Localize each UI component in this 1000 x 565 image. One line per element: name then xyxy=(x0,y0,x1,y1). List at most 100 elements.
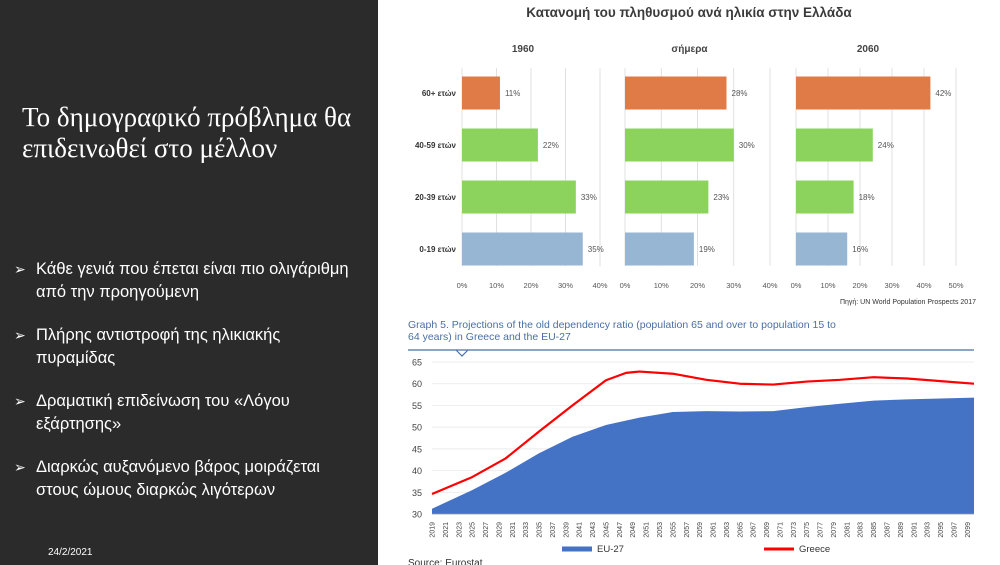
charts-svg: Κατανομή του πληθυσμού ανά ηλικία στην Ε… xyxy=(408,5,976,565)
legend-label-greece: Greece xyxy=(799,544,830,555)
y-tick-label: 35 xyxy=(412,488,422,498)
x-tick-label: 2097 xyxy=(951,522,958,538)
chart-title: Κατανομή του πληθυσμού ανά ηλικία στην Ε… xyxy=(526,5,852,20)
x-tick-label: 2067 xyxy=(751,522,758,538)
bullet-list: ➢ Κάθε γενιά που έπεται είναι πιο ολιγάρι… xyxy=(14,258,364,522)
x-tick-label: 2089 xyxy=(898,522,905,538)
data-label: 24% xyxy=(878,141,894,150)
y-tick-label: 65 xyxy=(412,358,422,368)
bullet-item: ➢ Πλήρης αντιστροφή της ηλικιακής πυραμίδ… xyxy=(14,324,364,370)
x-tick-label: 2019 xyxy=(430,522,437,538)
x-tick-label: 2043 xyxy=(590,522,597,538)
y-tick-label: 55 xyxy=(412,401,422,411)
panel-title: 1960 xyxy=(512,44,535,55)
bar xyxy=(796,128,873,162)
data-label: 30% xyxy=(739,141,755,150)
bar xyxy=(796,180,854,214)
source-note: Πηγή: UN World Population Prospects 2017 xyxy=(840,299,976,306)
arrow-right-icon: ➢ xyxy=(14,393,26,409)
title-rule-notch xyxy=(455,349,469,357)
x-tick-label: 2045 xyxy=(603,522,610,538)
y-tick-label: 45 xyxy=(412,444,422,454)
series-area-eu27 xyxy=(432,397,974,514)
chart-title-continued: 64 years) in Greece and the EU-27 xyxy=(408,331,571,343)
x-tick-label: 2057 xyxy=(684,522,691,538)
data-label: 19% xyxy=(699,245,715,254)
x-tick-label: 20% xyxy=(523,281,538,290)
x-tick-label: 2063 xyxy=(724,522,731,538)
x-tick-label: 2059 xyxy=(697,522,704,538)
x-tick-label: 2099 xyxy=(965,522,972,538)
x-tick-label: 2087 xyxy=(885,522,892,538)
bar xyxy=(625,232,694,266)
arrow-right-icon: ➢ xyxy=(14,459,26,475)
bullet-item: ➢ Διαρκώς αυξανόμενο βάρος μοιράζεται στο… xyxy=(14,456,364,502)
age-distribution-chart: Κατανομή του πληθυσμού ανά ηλικία στην Ε… xyxy=(415,5,976,306)
bar xyxy=(796,232,848,266)
x-tick-label: 10% xyxy=(820,281,835,290)
x-tick-label: 50% xyxy=(948,281,963,290)
x-tick-label: 2071 xyxy=(777,522,784,538)
x-tick-label: 2029 xyxy=(496,522,503,538)
arrow-right-icon: ➢ xyxy=(14,261,26,277)
x-tick-label: 2025 xyxy=(470,522,477,538)
chart-image-panel: Κατανομή του πληθυσμού ανά ηλικία στην Ε… xyxy=(378,0,1000,565)
slide-title: Το δημογραφικό πρόβλημα θα επιδεινωθεί σ… xyxy=(22,102,352,163)
data-label: 28% xyxy=(732,89,748,98)
x-tick-label: 2085 xyxy=(871,522,878,538)
x-tick-label: 20% xyxy=(690,281,705,290)
x-tick-label: 2047 xyxy=(617,522,624,538)
x-tick-label: 2031 xyxy=(510,522,517,538)
x-tick-label: 2027 xyxy=(483,522,490,538)
arrow-right-icon: ➢ xyxy=(14,327,26,343)
bar xyxy=(462,180,576,214)
bar xyxy=(625,128,734,162)
bar xyxy=(462,128,538,162)
x-tick-label: 2055 xyxy=(670,522,677,538)
x-tick-label: 2035 xyxy=(537,522,544,538)
category-label: 20-39 ετών xyxy=(415,193,457,202)
data-label: 33% xyxy=(581,193,597,202)
data-label: 11% xyxy=(505,89,520,98)
bar xyxy=(625,180,709,214)
x-tick-label: 2037 xyxy=(550,522,557,538)
x-tick-label: 2075 xyxy=(804,522,811,538)
data-label: 22% xyxy=(543,141,559,150)
data-label: 23% xyxy=(713,193,729,202)
bullet-item: ➢ Δραματική επιδείνωση του «Λόγου εξάρτησ… xyxy=(14,390,364,436)
x-tick-label: 2051 xyxy=(644,522,651,538)
bar xyxy=(625,76,727,110)
y-tick-label: 60 xyxy=(412,379,422,389)
bar xyxy=(462,76,500,110)
x-tick-label: 0% xyxy=(620,281,631,290)
y-tick-label: 50 xyxy=(412,423,422,433)
chart-title: Graph 5. Projections of the old dependen… xyxy=(408,319,836,331)
category-label: 40-59 ετών xyxy=(415,141,457,150)
bar xyxy=(462,232,583,266)
x-tick-label: 2041 xyxy=(577,522,584,538)
category-label: 0-19 ετών xyxy=(419,245,456,254)
x-tick-label: 0% xyxy=(457,281,468,290)
panel-title: 2060 xyxy=(857,44,880,55)
bar xyxy=(796,76,931,110)
x-tick-label: 2061 xyxy=(711,522,718,538)
slide-text-panel: Το δημογραφικό πρόβλημα θα επιδεινωθεί σ… xyxy=(0,0,378,565)
y-tick-label: 40 xyxy=(412,466,422,476)
dependency-ratio-chart: Graph 5. Projections of the old dependen… xyxy=(408,319,975,565)
x-tick-label: 40% xyxy=(762,281,777,290)
data-label: 35% xyxy=(588,245,604,254)
x-tick-label: 10% xyxy=(654,281,669,290)
data-label: 16% xyxy=(852,245,868,254)
x-tick-label: 2033 xyxy=(523,522,530,538)
x-tick-label: 2073 xyxy=(791,522,798,538)
legend-label-eu27: EU-27 xyxy=(597,544,624,555)
panel-title: σήμερα xyxy=(671,44,708,55)
data-label: 18% xyxy=(859,193,875,202)
x-tick-label: 40% xyxy=(916,281,931,290)
bullet-text: Πλήρης αντιστροφή της ηλικιακής πυραμίδα… xyxy=(36,326,281,367)
x-tick-label: 10% xyxy=(489,281,504,290)
x-tick-label: 2095 xyxy=(938,522,945,538)
series-line-greece xyxy=(431,370,975,496)
x-tick-label: 30% xyxy=(726,281,741,290)
x-tick-label: 2039 xyxy=(563,522,570,538)
